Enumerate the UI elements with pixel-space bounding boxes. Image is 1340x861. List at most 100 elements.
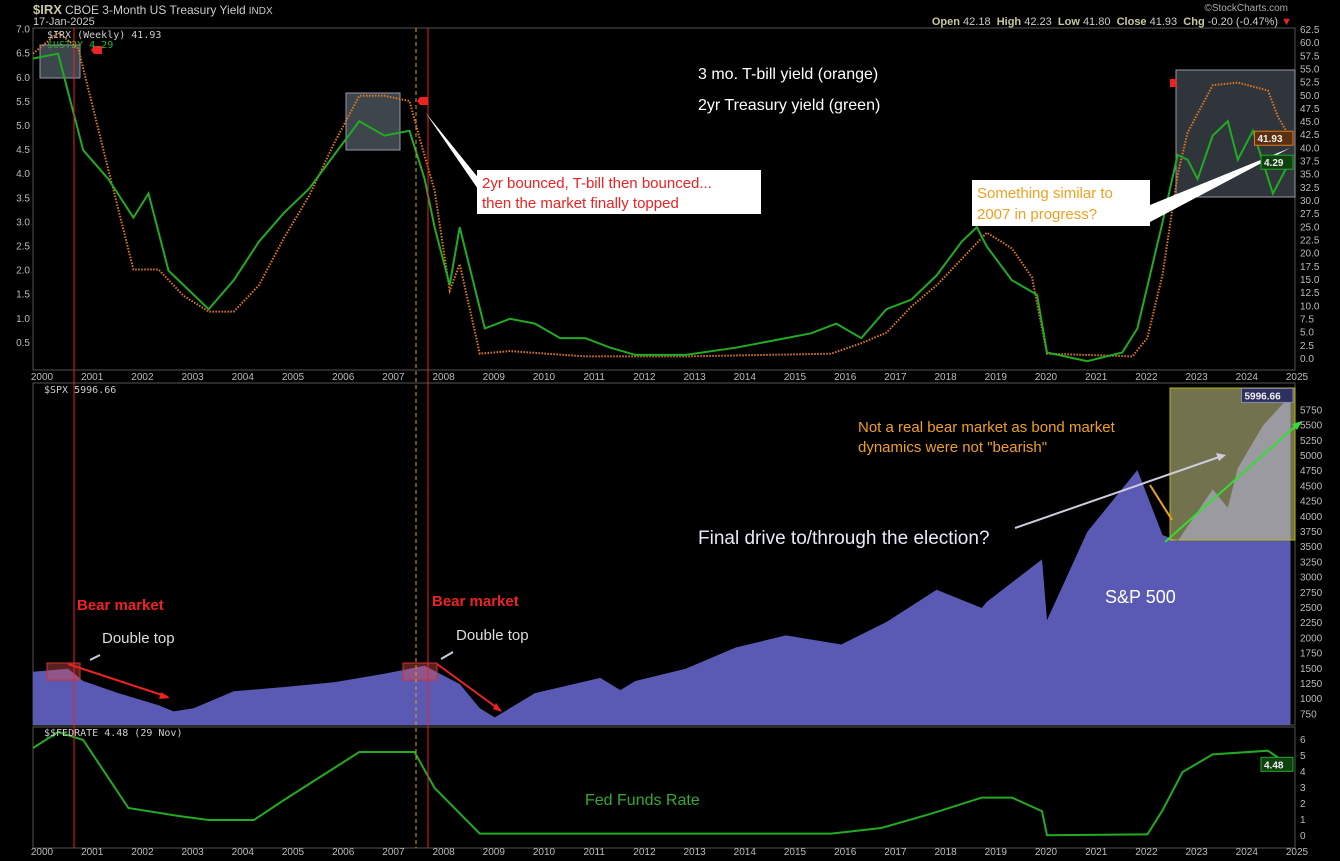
y-tick-label-right: 52.5: [1300, 78, 1320, 89]
watermark: ©StockCharts.com: [1204, 3, 1288, 14]
fedrate-tick-label: 0: [1300, 831, 1306, 842]
x-tick-label: 2019: [985, 372, 1008, 383]
x-tick-label: 2010: [533, 372, 556, 383]
spx-tick-label: 3500: [1300, 542, 1323, 553]
legend-irx: $IRX (Weekly) 41.93: [47, 30, 161, 41]
y-tick-label-left: 6.0: [16, 73, 30, 84]
fedrate-tick-label: 1: [1300, 815, 1306, 826]
fedrate-last-tag: [1260, 756, 1294, 772]
us2y-last-value: 4.29: [1264, 158, 1284, 169]
x-tick-label: 2013: [683, 372, 706, 383]
irx-last-value: 41.93: [1258, 134, 1283, 145]
y-tick-label-right: 42.5: [1300, 130, 1320, 141]
chg-label: Chg: [1183, 16, 1205, 28]
spx-tick-label: 4500: [1300, 481, 1323, 492]
spx-tick-label: 4250: [1300, 497, 1323, 508]
y-tick-label-right: 45.0: [1300, 117, 1320, 128]
y-tick-label-right: 7.5: [1300, 315, 1314, 326]
x-tick-label-bottom: 2017: [884, 847, 907, 858]
close-value: 41.93: [1149, 16, 1178, 28]
y-tick-label-left: 5.5: [16, 97, 30, 108]
x-tick-label-bottom: 2000: [31, 847, 54, 858]
y-tick-label-left: 1.0: [16, 314, 30, 325]
high-value: 42.23: [1024, 16, 1052, 28]
spx-tick-label: 3250: [1300, 557, 1323, 568]
orange-arrow: [1149, 484, 1173, 521]
x-tick-label-bottom: 2018: [934, 847, 957, 858]
legend-us2y: $UST2Y 4.29: [47, 40, 113, 51]
annotation-fed-funds: Fed Funds Rate: [585, 792, 700, 809]
spx-tick-label: 1000: [1300, 694, 1323, 705]
double-top-label-2007: Double top: [456, 627, 529, 644]
y-tick-label-right: 47.5: [1300, 104, 1320, 115]
annotation-bond-line1: Not a real bear market as bond market: [858, 419, 1116, 436]
spx-tick-label: 5750: [1300, 405, 1323, 416]
fedrate-tick-label: 5: [1300, 751, 1306, 762]
annotation-2yr: 2yr Treasury yield (green): [698, 97, 880, 114]
x-tick-label-bottom: 2005: [282, 847, 305, 858]
x-tick-label: 2025: [1286, 372, 1309, 383]
spx-last-value: 5996.66: [1245, 391, 1282, 402]
callout-pointer: [1150, 148, 1290, 222]
y-tick-label-left: 3.0: [16, 217, 30, 228]
annotation-sp500: S&P 500: [1105, 587, 1176, 607]
x-tick-label-bottom: 2025: [1286, 847, 1309, 858]
y-tick-label-right: 12.5: [1300, 288, 1320, 299]
double-top-pointer: [89, 654, 101, 661]
x-tick-label: 2016: [834, 372, 857, 383]
x-tick-label-bottom: 2003: [181, 847, 204, 858]
y-tick-label-right: 50.0: [1300, 91, 1320, 102]
x-tick-label-bottom: 2011: [583, 847, 605, 858]
ohlc-readout: Open 42.18 High 42.23 Low 41.80 Close 41…: [932, 16, 1292, 28]
annotation-2007-line2: then the market finally topped: [482, 195, 679, 212]
green-trend-arrow: [1164, 423, 1299, 543]
red-marker-icon: [1170, 79, 1178, 87]
highlight-box-2007: [345, 92, 401, 151]
x-tick-label-bottom: 2016: [834, 847, 857, 858]
x-tick-label: 2015: [784, 372, 807, 383]
y-tick-label-left: 0.5: [16, 338, 30, 349]
x-tick-label-bottom: 2020: [1035, 847, 1058, 858]
x-tick-label-bottom: 2023: [1185, 847, 1208, 858]
x-tick-label: 2017: [884, 372, 907, 383]
x-tick-label-bottom: 2021: [1085, 847, 1108, 858]
bear-market-label-2007: Bear market: [432, 593, 519, 610]
x-tick-label-bottom: 2004: [232, 847, 255, 858]
x-tick-label-bottom: 2024: [1236, 847, 1259, 858]
x-tick-label-bottom: 2015: [784, 847, 807, 858]
spx-tick-label: 2750: [1300, 588, 1323, 599]
open-label: Open: [931, 16, 960, 28]
y-tick-label-right: 0.0: [1300, 354, 1314, 365]
highlight-box-spx-2023: [1169, 387, 1296, 541]
y-tick-label-right: 22.5: [1300, 236, 1320, 247]
annotation-election: Final drive to/through the election?: [698, 528, 990, 549]
open-value: 42.18: [963, 16, 991, 28]
overlays: [46, 28, 1302, 848]
x-tick-label: 2014: [734, 372, 757, 383]
double-top-box-2007: [402, 662, 438, 681]
trend-arrow-2000: [67, 663, 169, 698]
fedrate-tick-label: 2: [1300, 799, 1306, 810]
y-tick-label-right: 10.0: [1300, 301, 1320, 312]
double-top-pointer: [440, 651, 454, 660]
y-tick-label-right: 55.0: [1300, 64, 1320, 75]
x-tick-label-bottom: 2013: [683, 847, 706, 858]
low-value: 41.80: [1082, 16, 1111, 28]
arrow-head-icon: [159, 692, 170, 699]
low-label: Low: [1057, 16, 1080, 28]
x-tick-label: 2023: [1185, 372, 1208, 383]
fedrate-tick-label: 3: [1300, 783, 1306, 794]
x-tick-label-bottom: 2001: [81, 847, 104, 858]
bear-market-label-2000: Bear market: [77, 597, 164, 614]
y-tick-label-left: 2.5: [16, 242, 30, 253]
spx-tick-label: 1500: [1300, 664, 1323, 675]
x-tick-label-bottom: 2006: [332, 847, 355, 858]
y-tick-label-right: 20.0: [1300, 249, 1320, 260]
white-arrow: [1014, 455, 1223, 529]
callout-box-2023: [972, 180, 1150, 226]
x-tick-label: 2024: [1236, 372, 1259, 383]
high-label: High: [996, 16, 1022, 28]
x-tick-label: 2008: [432, 372, 455, 383]
legend-fedrate: $$FEDRATE 4.48 (29 Nov): [44, 728, 182, 739]
